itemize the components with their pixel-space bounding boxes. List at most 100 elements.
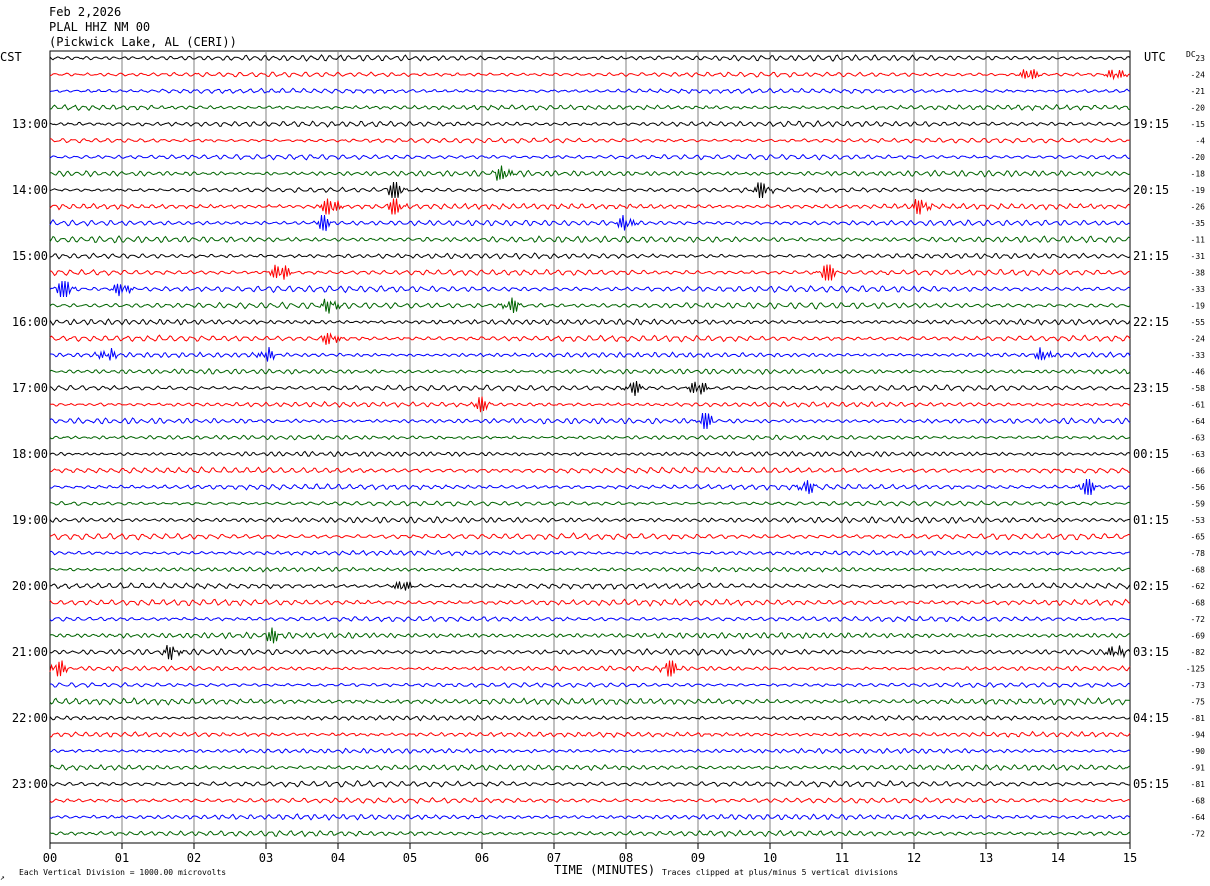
- utc-hour-label: 03:15: [1133, 645, 1169, 659]
- trace-row: [49, 532, 1131, 541]
- dc-offset-label: -33: [1191, 285, 1206, 294]
- trace-row: [49, 566, 1131, 573]
- utc-hour-label: 23:15: [1133, 381, 1169, 395]
- trace-row: [49, 332, 1131, 345]
- dc-offset-label: -35: [1191, 219, 1206, 228]
- trace-row: [49, 779, 1131, 788]
- utc-hour-label: 02:15: [1133, 579, 1169, 593]
- cst-hour-labels: 13:00 14:00 15:00 16:00 17:00 18:00 19:00 20:00…: [12, 117, 48, 791]
- dc-offset-label: -125: [1186, 665, 1205, 674]
- trace-row: [49, 318, 1131, 326]
- cst-hour-label: 18:00: [12, 447, 48, 461]
- dc-offset-label: -15: [1191, 120, 1206, 129]
- dc-offset-label: -58: [1191, 384, 1206, 393]
- x-tick-label: 07: [547, 851, 561, 865]
- trace-row: [49, 627, 1131, 644]
- cst-hour-label: 13:00: [12, 117, 48, 131]
- x-tick-label: 11: [835, 851, 849, 865]
- dc-offset-label: -56: [1191, 483, 1206, 492]
- x-tick-label: 06: [475, 851, 489, 865]
- header-location: (Pickwick Lake, AL (CERI)): [49, 35, 237, 49]
- corner-mark-icon: ↗: [0, 873, 5, 882]
- dc-offset-label: -68: [1191, 566, 1206, 575]
- utc-hour-label: 01:15: [1133, 513, 1169, 527]
- dc-offset-label: -19: [1191, 186, 1206, 195]
- dc-offset-label: -65: [1191, 533, 1206, 542]
- dc-header-label: DC: [1186, 50, 1196, 59]
- dc-offset-label: -81: [1191, 780, 1206, 789]
- trace-row: [49, 214, 1131, 232]
- x-axis-title: TIME (MINUTES): [554, 863, 655, 877]
- dc-offset-label: -31: [1191, 252, 1206, 261]
- clip-note: Traces clipped at plus/minus 5 vertical …: [662, 868, 898, 877]
- dc-offset-label: -72: [1191, 615, 1206, 624]
- plot-frame: [49, 50, 1131, 844]
- dc-offset-label: 23: [1195, 54, 1205, 63]
- x-tick-label: 08: [619, 851, 633, 865]
- utc-hour-label: 00:15: [1133, 447, 1169, 461]
- trace-row: [50, 681, 1131, 689]
- cst-hour-label: 21:00: [12, 645, 48, 659]
- trace-row: [49, 747, 1131, 755]
- trace-row: [49, 381, 1131, 397]
- x-tick-label: 01: [115, 851, 129, 865]
- dc-offset-label: -69: [1191, 632, 1206, 641]
- dc-offset-label: -24: [1191, 71, 1206, 80]
- dc-offset-label: -72: [1191, 830, 1206, 839]
- cst-hour-label: 16:00: [12, 315, 48, 329]
- dc-offset-label: -61: [1191, 401, 1206, 410]
- x-tick-label: 12: [907, 851, 921, 865]
- trace-row: [49, 235, 1131, 244]
- x-axis-ticks: 00 01 02 03 04 05 06 07 08 09 10 11 12 13 14 15: [43, 843, 1137, 865]
- trace-row: [49, 434, 1131, 441]
- cst-hour-label: 19:00: [12, 513, 48, 527]
- dc-offset-label: -94: [1191, 731, 1206, 740]
- cst-hour-label: 14:00: [12, 183, 48, 197]
- dc-offset-label: -82: [1191, 648, 1206, 657]
- x-tick-label: 04: [331, 851, 345, 865]
- trace-row: [49, 120, 1131, 128]
- dc-offset-label: -4: [1195, 137, 1205, 146]
- scale-note: Each Vertical Division = 1000.00 microvo…: [19, 868, 226, 877]
- trace-row: [49, 466, 1131, 474]
- utc-hour-label: 04:15: [1133, 711, 1169, 725]
- dc-offset-label: -91: [1191, 764, 1206, 773]
- trace-row: [49, 181, 1131, 199]
- trace-row: [50, 347, 1131, 362]
- trace-row: [49, 198, 1131, 215]
- trace-row: [49, 478, 1131, 496]
- trace-row: [49, 730, 1131, 739]
- utc-hour-label: 22:15: [1133, 315, 1169, 329]
- x-tick-label: 15: [1123, 851, 1137, 865]
- trace-row: [49, 367, 1131, 376]
- dc-offset-label: -18: [1191, 170, 1206, 179]
- dc-offset-label: -66: [1191, 467, 1206, 476]
- dc-offset-label: -62: [1191, 582, 1206, 591]
- x-tick-label: 05: [403, 851, 417, 865]
- dc-offset-label: -81: [1191, 714, 1206, 723]
- dc-offset-label: -55: [1191, 318, 1206, 327]
- cst-hour-label: 17:00: [12, 381, 48, 395]
- trace-row: [49, 280, 1131, 298]
- right-timezone-label: UTC: [1144, 50, 1166, 64]
- trace-row: [50, 165, 1131, 181]
- x-tick-label: 09: [691, 851, 705, 865]
- x-tick-label: 02: [187, 851, 201, 865]
- x-tick-label: 00: [43, 851, 57, 865]
- header-station: PLAL HHZ NM 00: [49, 20, 150, 34]
- x-tick-label: 14: [1051, 851, 1065, 865]
- trace-row: [49, 54, 1131, 62]
- trace-row: [49, 549, 1131, 557]
- cst-hour-label: 15:00: [12, 249, 48, 263]
- trace-row: [49, 515, 1131, 525]
- trace-row: [49, 87, 1131, 95]
- dc-offset-label: -20: [1191, 153, 1206, 162]
- trace-row: [49, 137, 1131, 144]
- cst-hour-label: 23:00: [12, 777, 48, 791]
- trace-row: [49, 813, 1131, 821]
- trace-row: [49, 69, 1131, 81]
- trace-row: [49, 412, 1131, 430]
- dc-offset-label: -78: [1191, 549, 1206, 558]
- dc-offset-label: -63: [1191, 434, 1206, 443]
